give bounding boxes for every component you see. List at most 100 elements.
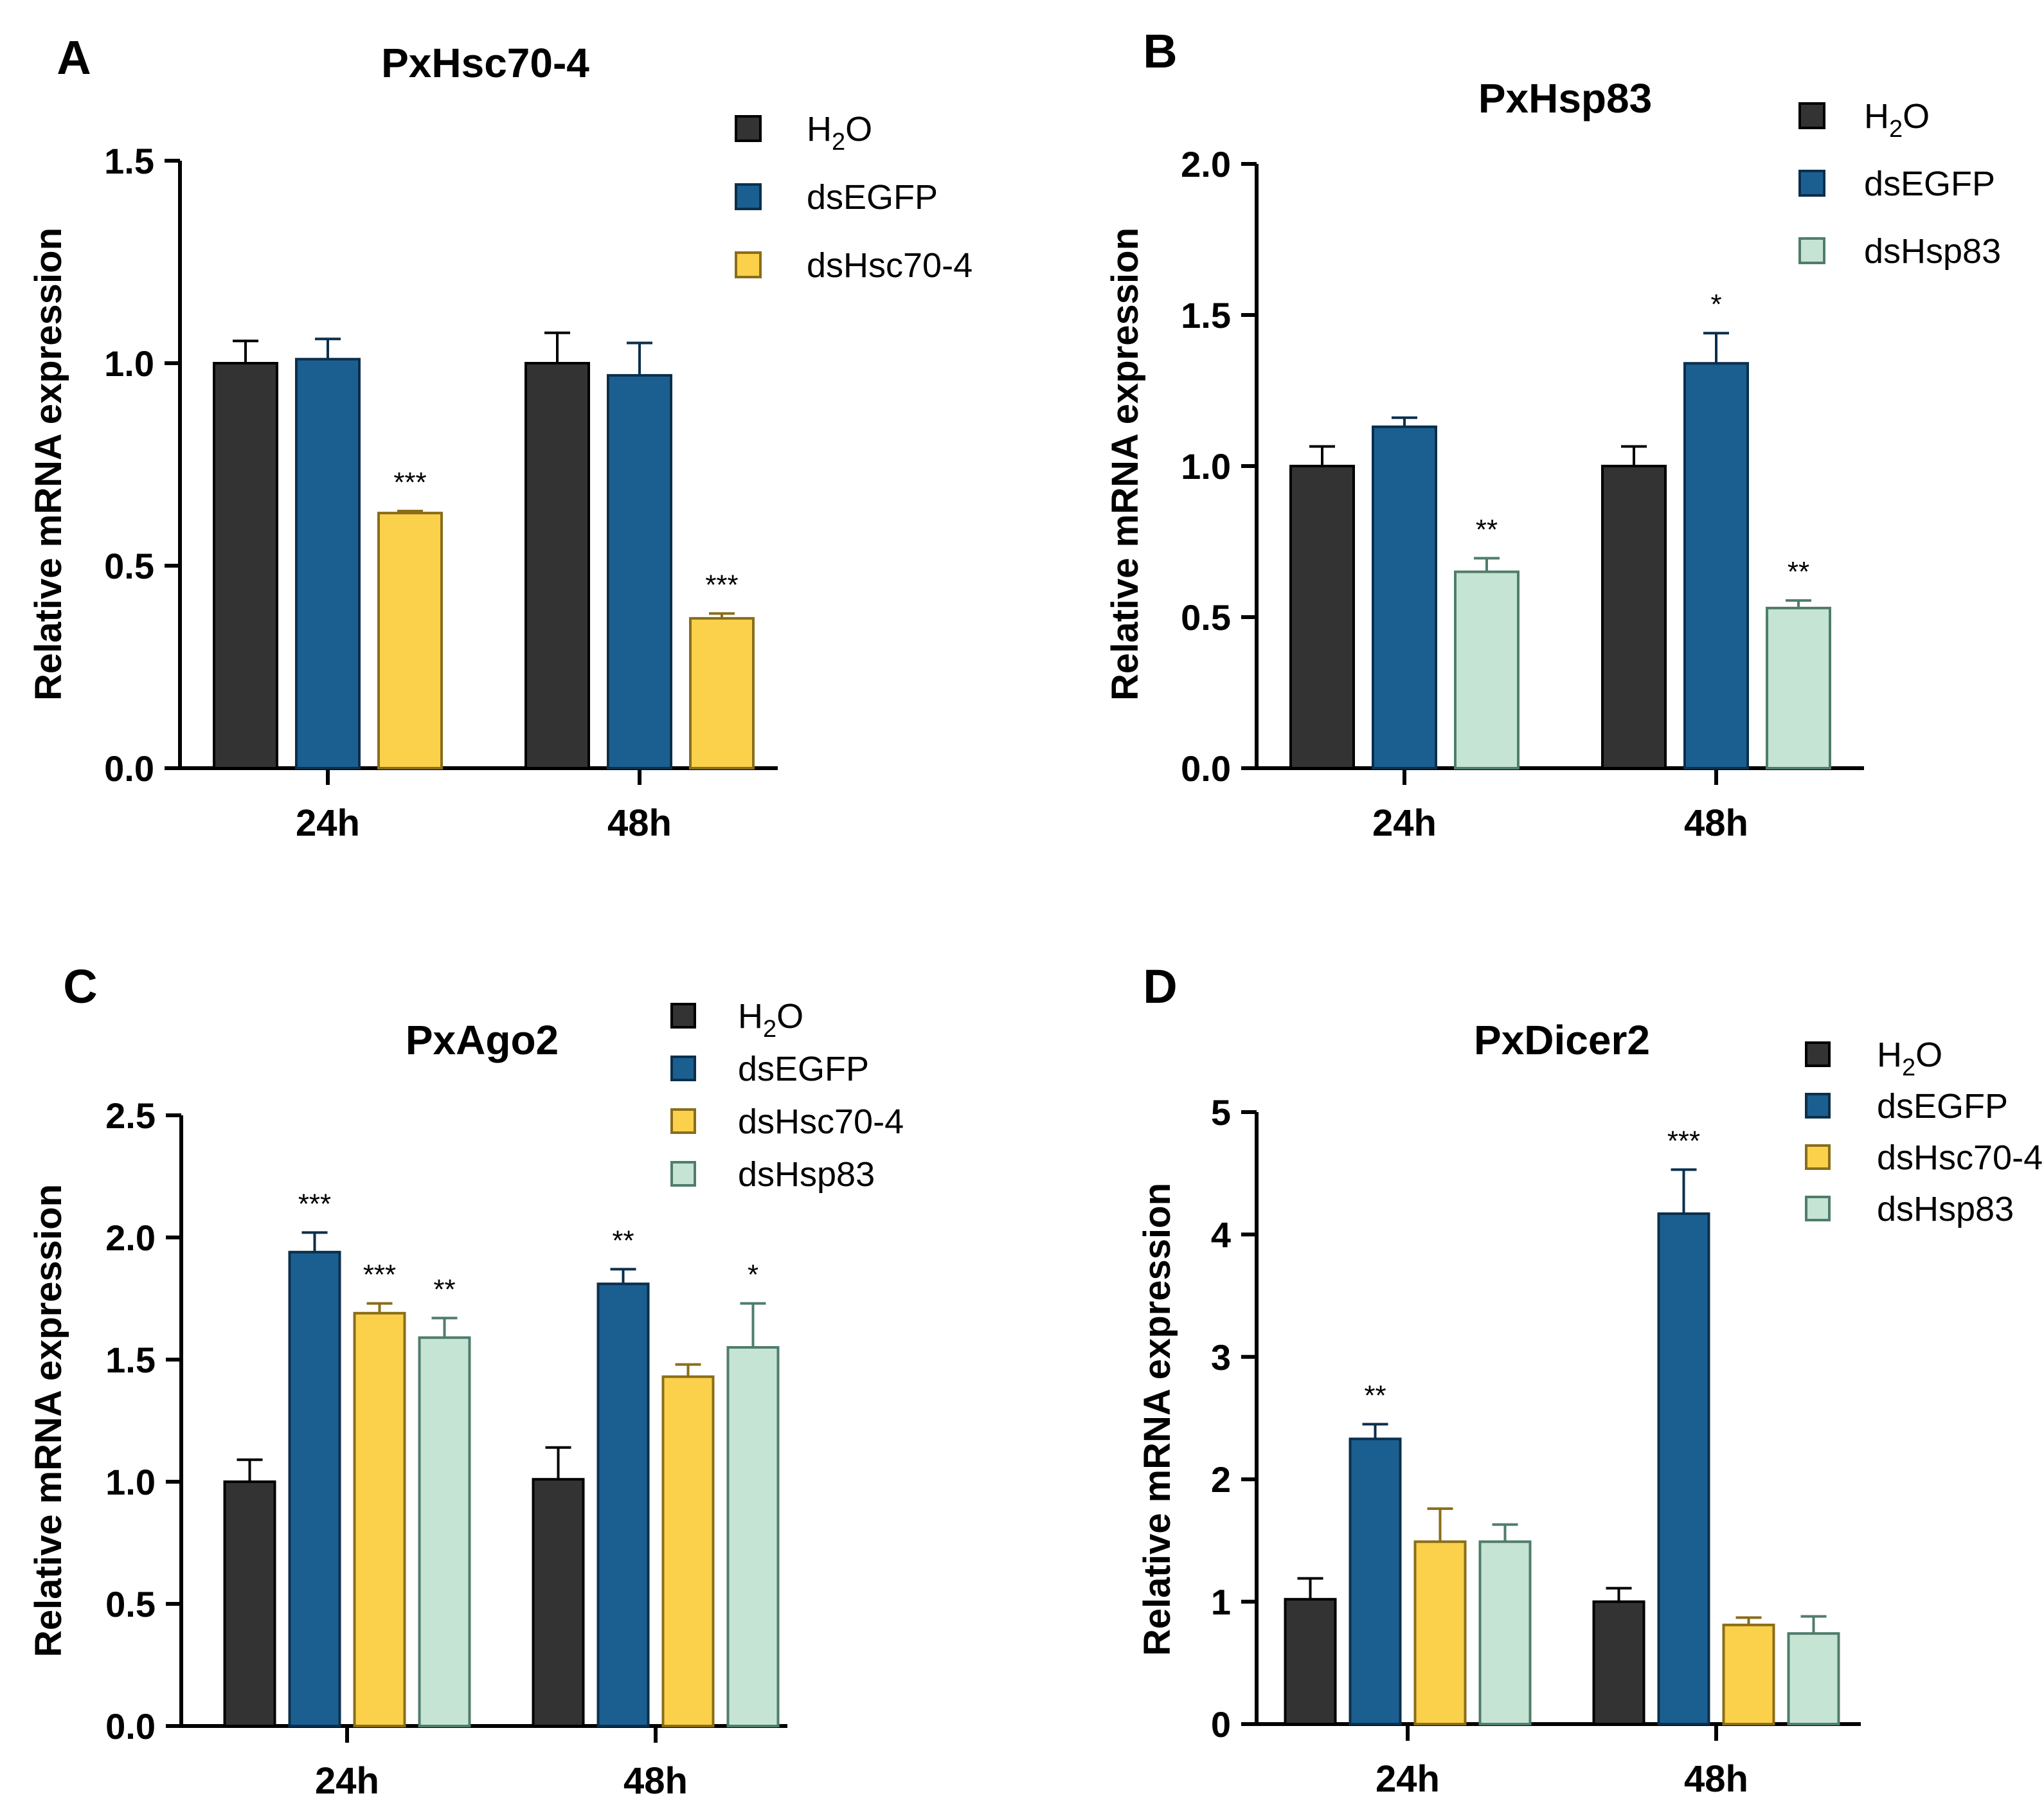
legend-label-rest: O [845, 110, 872, 148]
legend-swatch [735, 251, 762, 278]
legend-label: dsHsc70-4 [738, 1102, 904, 1141]
chart-panel-a: A PxHsc70-4 Relative mRNA expression 0.0 0.5… [28, 31, 973, 844]
legend-label-main: dsHsp83 [1877, 1190, 2014, 1228]
legend-label: dsHsc70-4 [807, 246, 973, 285]
bar-h2o-24h [1289, 465, 1355, 769]
bar-dshsc70-4-24h [1413, 1540, 1467, 1725]
bar-h2o-48h [524, 362, 590, 769]
y-tick-label: 2 [1211, 1459, 1231, 1500]
bar-h2o-24h [1284, 1597, 1337, 1725]
legend-swatch [1805, 1093, 1831, 1119]
significance-marker: *** [393, 467, 426, 498]
legend-label-main: H [1877, 1036, 1902, 1074]
y-tick-label: 1.0 [105, 1462, 156, 1502]
y-tick-label: 2.0 [105, 1218, 156, 1258]
legend-label-rest: O [1903, 97, 1930, 136]
legend-label-main: dsHsc70-4 [738, 1102, 904, 1141]
bar-dsegfp-48h [596, 1282, 650, 1727]
chart-title: PxDicer2 [1474, 1017, 1650, 1063]
y-tick-label: 0.5 [105, 1584, 156, 1624]
legend-label-main: H [807, 110, 832, 148]
legend-label-main: dsEGFP [738, 1050, 869, 1088]
y-axis-label: Relative mRNA expression [28, 228, 69, 701]
bar-dshsp83-24h [1454, 570, 1520, 769]
x-tick-label: 48h [1684, 1758, 1748, 1800]
significance-marker: ** [1476, 514, 1498, 545]
legend-label: dsHsp83 [1877, 1190, 2014, 1228]
bar-dshsc70-4-24h [353, 1311, 406, 1728]
legend-label: H2O [738, 997, 803, 1043]
legend-label-main: dsHsp83 [738, 1155, 875, 1194]
bar-dshsp83-24h [1478, 1540, 1532, 1725]
y-tick-label: 0.5 [104, 546, 154, 586]
bar-dshsc70-4-24h [377, 512, 443, 769]
significance-marker: *** [363, 1259, 396, 1291]
bar-dshsc70-4-48h [689, 616, 755, 770]
legend-label: dsEGFP [1864, 165, 1995, 203]
bar-dshsp83-48h [1766, 606, 1831, 770]
x-tick-label: 24h [296, 802, 360, 844]
bar-h2o-24h [213, 362, 278, 769]
chart-panel-b: B PxHsp83 Relative mRNA expression 0.0 0.5 1.… [1104, 24, 2001, 844]
bar-dsegfp-24h [288, 1250, 341, 1728]
y-tick-label: 1.5 [1181, 295, 1231, 336]
y-tick-label: 2.5 [105, 1095, 156, 1136]
legend-label: dsHsp83 [738, 1155, 875, 1194]
y-tick-label: 0.5 [1181, 597, 1231, 638]
y-axis-label: Relative mRNA expression [1136, 1183, 1178, 1656]
legend-swatch [1805, 1196, 1831, 1221]
y-tick-label: 3 [1211, 1337, 1231, 1378]
y-axis-label: Relative mRNA expression [28, 1184, 69, 1657]
legend-swatch [735, 183, 762, 210]
legend-swatch [670, 1161, 696, 1187]
legend-label-rest: O [776, 997, 803, 1036]
bar-dsegfp-24h [295, 357, 361, 769]
legend-label: H2O [1877, 1036, 1942, 1081]
panel-letter: A [57, 31, 91, 84]
legend-label-main: dsEGFP [1877, 1087, 2008, 1126]
legend-label: H2O [1864, 97, 1930, 143]
bar-dshsp83-24h [418, 1336, 471, 1728]
legend-swatch [1805, 1041, 1831, 1067]
legend-label-main: H [738, 997, 763, 1036]
legend-swatch [1798, 102, 1825, 129]
x-tick-label: 48h [623, 1760, 688, 1802]
legend-label-subscript: 2 [763, 1016, 776, 1043]
bar-dshsp83-48h [1787, 1632, 1840, 1725]
significance-marker: ** [433, 1273, 455, 1305]
y-tick-label: 1.0 [104, 343, 154, 384]
x-tick-label: 24h [315, 1760, 379, 1802]
chart-panel-c: C PxAgo2 Relative mRNA expression 0.0 0.5 1.0… [28, 960, 904, 1802]
x-tick-label: 24h [1372, 802, 1437, 844]
y-tick-label: 5 [1211, 1092, 1231, 1133]
legend-swatch [670, 1056, 696, 1081]
chart-title: PxHsc70-4 [381, 40, 589, 86]
chart-panel-d: D PxDicer2 Relative mRNA expression 0 1 2 3 4 5 2… [1136, 960, 2043, 1800]
legend-label-subscript: 2 [1902, 1054, 1915, 1081]
legend-label: dsEGFP [738, 1050, 869, 1088]
legend-label-subscript: 2 [832, 129, 845, 156]
significance-marker: *** [298, 1188, 331, 1219]
legend-swatch [1805, 1144, 1831, 1170]
panel-letter: C [63, 960, 97, 1013]
chart-title: PxHsp83 [1478, 75, 1652, 121]
bar-dsegfp-48h [1657, 1212, 1710, 1725]
legend-label: dsHsc70-4 [1877, 1138, 2043, 1177]
bar-h2o-48h [1601, 465, 1667, 769]
chart-title: PxAgo2 [406, 1017, 559, 1063]
y-tick-label: 0.0 [104, 748, 154, 789]
y-tick-label: 1.5 [105, 1340, 156, 1380]
y-tick-label: 0.0 [1181, 748, 1231, 789]
legend-label-main: H [1864, 97, 1889, 136]
legend-label-main: dsEGFP [1864, 165, 1995, 203]
legend-swatch [1798, 237, 1825, 264]
legend: H2O dsEGFP dsHsp83 [1798, 97, 2001, 271]
x-tick-label: 24h [1376, 1758, 1440, 1800]
legend-swatch [670, 1108, 696, 1134]
legend-label: dsHsp83 [1864, 232, 2001, 271]
y-tick-label: 1.5 [104, 141, 154, 181]
y-axis-label: Relative mRNA expression [1104, 228, 1146, 701]
legend-label: H2O [807, 110, 872, 156]
legend-label-main: dsHsp83 [1864, 232, 2001, 271]
